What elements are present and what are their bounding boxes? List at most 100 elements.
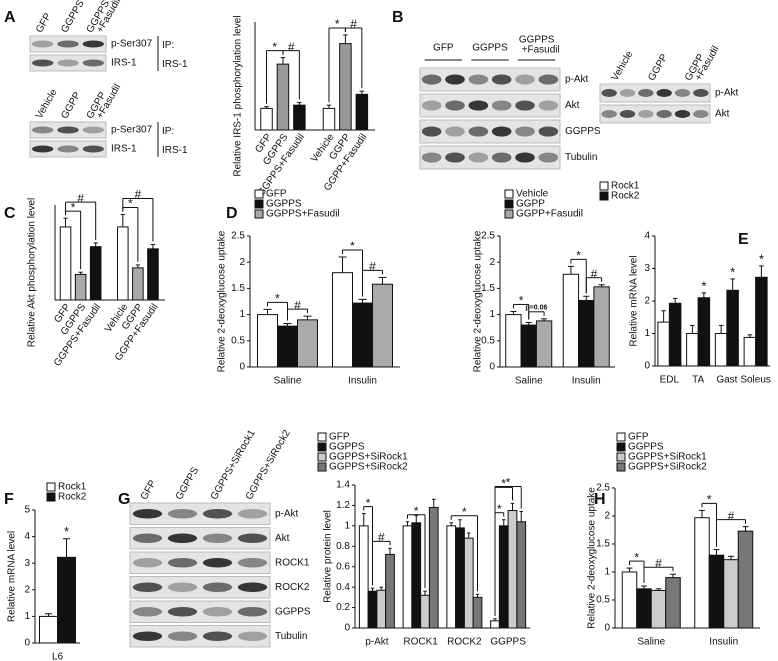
y-tick-label: 1 bbox=[644, 328, 650, 339]
lane-label: GGPPS bbox=[174, 465, 201, 502]
bar bbox=[446, 525, 457, 629]
bar bbox=[455, 527, 465, 629]
significance: * bbox=[414, 504, 419, 518]
legend-label: GGPPS+SiRock1 bbox=[628, 452, 707, 463]
bar bbox=[463, 537, 474, 629]
y-tick-label: 2.5 bbox=[231, 231, 245, 242]
ip-label: IP: bbox=[162, 126, 174, 137]
x-tick-label: Insulin bbox=[572, 376, 601, 387]
bar bbox=[411, 522, 422, 629]
bar bbox=[743, 336, 757, 367]
bar bbox=[322, 107, 336, 131]
blot-strip bbox=[419, 119, 561, 144]
x-tick-label: Soleus bbox=[740, 375, 771, 386]
blot-band bbox=[515, 126, 535, 137]
blot-band bbox=[132, 582, 163, 592]
legend-swatch bbox=[46, 492, 56, 502]
y-axis-label: Relative Akt phosphorylation level bbox=[27, 198, 38, 348]
bar bbox=[39, 615, 58, 644]
blot-band bbox=[82, 40, 104, 48]
blot-band bbox=[57, 59, 79, 67]
y-tick-label: 1.4 bbox=[336, 480, 350, 491]
legend-label: Rock2 bbox=[58, 492, 87, 503]
legend-label: GFP bbox=[628, 432, 649, 443]
significance: * bbox=[634, 550, 639, 564]
bar bbox=[117, 226, 129, 301]
y-axis-label: Relative 2-deoxyglucose uptake bbox=[217, 230, 228, 372]
row-label: Akt bbox=[565, 100, 580, 111]
blot-band bbox=[491, 100, 512, 111]
legend-swatch bbox=[599, 191, 609, 201]
y-axis-label: Relative mRNA level bbox=[7, 531, 18, 622]
blot-strip bbox=[599, 83, 711, 103]
blot-band bbox=[237, 558, 268, 568]
blot-band bbox=[601, 110, 617, 118]
blot-band bbox=[674, 110, 691, 118]
blot-band bbox=[515, 74, 535, 85]
bar bbox=[402, 525, 413, 629]
blot-band bbox=[468, 126, 489, 137]
y-tick-label: 0.4 bbox=[336, 582, 350, 593]
blot-band bbox=[202, 607, 233, 617]
bar bbox=[352, 302, 373, 368]
legend-label: GGPPS+SiRock1 bbox=[329, 452, 408, 463]
blot-band bbox=[202, 631, 233, 641]
significance: * bbox=[350, 239, 355, 253]
legend-label: GGPPS bbox=[329, 442, 365, 453]
blot-band bbox=[202, 582, 233, 592]
bar bbox=[708, 554, 725, 629]
bar bbox=[147, 248, 159, 301]
blot-band bbox=[132, 631, 163, 641]
blot-band bbox=[57, 126, 79, 134]
blot-strip bbox=[419, 67, 561, 92]
blot-band bbox=[491, 152, 512, 163]
y-tick-label: 2.5 bbox=[481, 231, 495, 242]
legend-swatch bbox=[317, 462, 327, 472]
x-tick-label: Saline bbox=[515, 376, 543, 387]
blot-band bbox=[445, 152, 465, 163]
y-tick-label: 1.2 bbox=[336, 500, 350, 511]
y-axis-label: Relative 2-deoxyglucose uptake bbox=[587, 487, 598, 629]
significance: # bbox=[77, 191, 84, 205]
blot-band bbox=[32, 40, 54, 48]
lane-label: GFP bbox=[433, 43, 454, 54]
y-tick-label: 2 bbox=[644, 296, 650, 307]
ip-label: IP: bbox=[162, 40, 174, 51]
blot-strip bbox=[129, 625, 271, 648]
legend-label: Rock1 bbox=[58, 482, 87, 493]
x-tick-label: EDL bbox=[660, 375, 680, 386]
bar bbox=[578, 299, 595, 368]
bar bbox=[358, 525, 369, 629]
row-label: p-Akt bbox=[715, 88, 739, 99]
lane-label: GGPPS bbox=[472, 43, 508, 54]
significance: * bbox=[128, 197, 133, 211]
panel-label: B bbox=[392, 9, 404, 26]
bar bbox=[420, 594, 430, 629]
row-label: Tubulin bbox=[565, 152, 597, 163]
blot-strip bbox=[129, 551, 271, 574]
legend-label: GGPPS bbox=[266, 199, 302, 210]
y-tick-label: 1.5 bbox=[481, 283, 495, 294]
bar bbox=[668, 302, 682, 367]
blot-band bbox=[32, 59, 54, 67]
y-axis-label: Relative 2-deoxyglucose uptake bbox=[473, 230, 484, 372]
significance: * bbox=[519, 294, 524, 308]
legend-label: GGPPS bbox=[628, 442, 664, 453]
bar bbox=[621, 571, 638, 629]
panel-label: F bbox=[4, 491, 14, 508]
bar bbox=[372, 283, 393, 368]
row-label: ROCK1 bbox=[275, 557, 310, 568]
blot-band bbox=[656, 110, 672, 118]
blot-band bbox=[638, 110, 654, 118]
x-tick-label: Saline bbox=[637, 637, 665, 648]
legend-label: Vehicle bbox=[516, 189, 549, 200]
blot-strip bbox=[129, 527, 271, 550]
ip-label: IRS-1 bbox=[162, 59, 188, 70]
blot-band bbox=[237, 607, 268, 617]
y-tick-label: 0 bbox=[489, 362, 495, 373]
y-tick-label: 4 bbox=[24, 531, 30, 542]
bar bbox=[697, 297, 711, 367]
y-axis-label: Relative IRS-1 phosphorylation level bbox=[233, 15, 244, 176]
ip-label: IRS-1 bbox=[162, 145, 188, 156]
